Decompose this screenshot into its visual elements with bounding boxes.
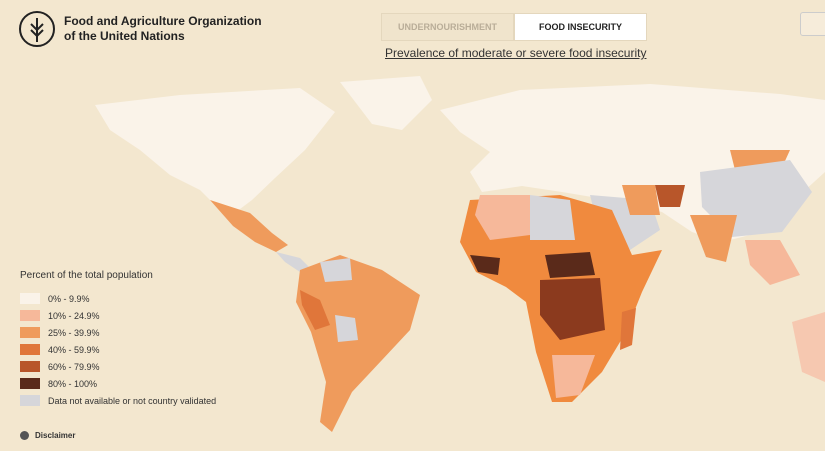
madagascar xyxy=(620,308,636,350)
legend-item: 10% - 24.9% xyxy=(20,307,216,324)
legend: Percent of the total population 0% - 9.9… xyxy=(20,270,216,409)
afghanistan xyxy=(655,185,685,207)
central-africa xyxy=(540,278,605,340)
legend-swatch xyxy=(20,293,40,304)
legend-label: 80% - 100% xyxy=(48,378,98,389)
north-america xyxy=(95,88,335,215)
bolivia xyxy=(335,315,358,342)
iran xyxy=(622,185,660,215)
org-line: Food and Agriculture Organization xyxy=(64,14,262,28)
legend-swatch xyxy=(20,378,40,389)
west-africa xyxy=(470,255,500,275)
southern-africa xyxy=(552,355,595,398)
legend-swatch xyxy=(20,395,40,406)
peru xyxy=(300,290,330,330)
greenland xyxy=(340,76,432,130)
legend-item: Data not available or not country valida… xyxy=(20,392,216,409)
mexico xyxy=(210,200,288,252)
legend-item: 80% - 100% xyxy=(20,375,216,392)
legend-swatch xyxy=(20,361,40,372)
org-line: of the United Nations xyxy=(64,29,185,43)
legend-label: 0% - 9.9% xyxy=(48,293,90,304)
india xyxy=(690,215,737,262)
legend-label: 60% - 79.9% xyxy=(48,361,100,372)
libya xyxy=(530,195,575,240)
subtitle[interactable]: Prevalence of moderate or severe food in… xyxy=(385,46,647,60)
legend-label: 25% - 39.9% xyxy=(48,327,100,338)
disclaimer-text[interactable]: Disclaimer xyxy=(35,431,76,440)
australia xyxy=(792,312,825,382)
north-africa xyxy=(475,195,530,240)
legend-label: 40% - 59.9% xyxy=(48,344,100,355)
legend-swatch xyxy=(20,327,40,338)
legend-title: Percent of the total population xyxy=(20,270,153,281)
tab[interactable]: FOOD INSECURITY xyxy=(514,13,647,41)
fao-logo xyxy=(19,11,55,47)
venezuela xyxy=(320,258,352,282)
fao-logo-wheat xyxy=(30,18,44,42)
sudan xyxy=(545,252,595,278)
southeast-asia xyxy=(745,240,800,285)
legend-swatch xyxy=(20,344,40,355)
organization-name: Food and Agriculture Organization of the… xyxy=(64,14,262,44)
disclaimer[interactable]: Disclaimer xyxy=(20,431,75,440)
tab-bar: UNDERNOURISHMENT FOOD INSECURITY xyxy=(381,13,647,41)
info-icon xyxy=(20,431,29,440)
menu-button[interactable] xyxy=(800,12,825,36)
legend-label: Data not available or not country valida… xyxy=(48,395,217,406)
legend-label: 10% - 24.9% xyxy=(48,310,100,321)
legend-item: 25% - 39.9% xyxy=(20,324,216,341)
central-america xyxy=(276,252,310,272)
legend-item: 40% - 59.9% xyxy=(20,341,216,358)
legend-item: 60% - 79.9% xyxy=(20,358,216,375)
tab[interactable]: UNDERNOURISHMENT xyxy=(381,13,514,41)
south-america xyxy=(296,255,420,432)
legend-item: 0% - 9.9% xyxy=(20,290,216,307)
legend-swatch xyxy=(20,310,40,321)
